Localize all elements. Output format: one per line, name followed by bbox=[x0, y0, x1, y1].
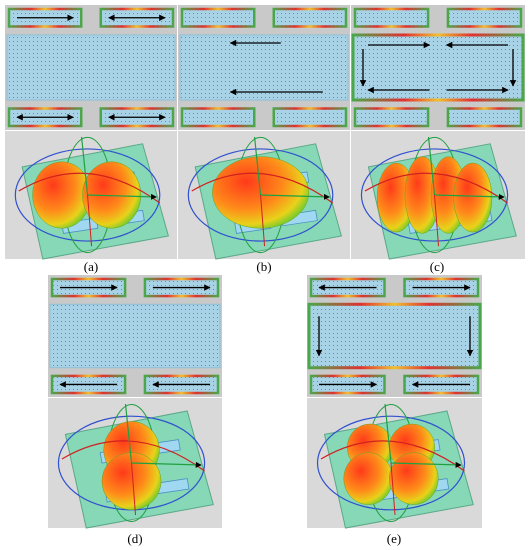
radiation-lobe bbox=[389, 452, 439, 505]
patch bbox=[272, 7, 348, 28]
radiation-lobe bbox=[453, 162, 493, 233]
panel-label: (b) bbox=[256, 259, 271, 274]
patch bbox=[446, 107, 523, 128]
patch bbox=[353, 7, 430, 28]
ground-plane bbox=[179, 34, 349, 101]
panel-label: (c) bbox=[430, 259, 444, 274]
patch bbox=[180, 7, 256, 28]
ground-plane bbox=[351, 33, 525, 102]
phi-arc bbox=[191, 172, 334, 204]
phi-arc bbox=[18, 172, 161, 204]
radiation-lobe bbox=[343, 452, 393, 505]
axis-x bbox=[390, 462, 396, 516]
axis-y bbox=[87, 193, 157, 200]
radiation-lobe bbox=[101, 452, 162, 511]
sphere-ring bbox=[316, 415, 466, 511]
axis-z bbox=[253, 136, 262, 196]
axis-z bbox=[427, 136, 436, 196]
sphere-ring bbox=[14, 148, 161, 242]
axis-x bbox=[87, 194, 93, 247]
axis-y bbox=[131, 461, 202, 468]
sphere-ring bbox=[187, 148, 334, 242]
patch bbox=[353, 107, 430, 128]
panel-label: (d) bbox=[127, 531, 142, 546]
patch bbox=[272, 107, 348, 128]
axis-x bbox=[434, 194, 440, 247]
axis-y bbox=[434, 193, 505, 200]
axis-x bbox=[131, 462, 137, 516]
axis-z bbox=[124, 403, 133, 464]
axis-x bbox=[260, 194, 266, 247]
patch bbox=[180, 107, 256, 128]
ground-plane bbox=[49, 303, 221, 369]
axis-z bbox=[384, 403, 392, 464]
panel-label: (a) bbox=[84, 259, 98, 274]
ground-plane bbox=[6, 34, 176, 101]
panel-label: (e) bbox=[387, 531, 401, 546]
phi-arc bbox=[320, 440, 465, 472]
phi-arc bbox=[364, 172, 508, 204]
axis-z bbox=[80, 136, 89, 196]
axis-y bbox=[260, 193, 330, 200]
phi-arc bbox=[61, 440, 205, 472]
axis-y bbox=[390, 461, 462, 468]
ground-plane bbox=[307, 302, 482, 370]
sphere-ring bbox=[360, 148, 509, 242]
radiation-lobe bbox=[82, 161, 142, 229]
patch bbox=[446, 7, 523, 28]
